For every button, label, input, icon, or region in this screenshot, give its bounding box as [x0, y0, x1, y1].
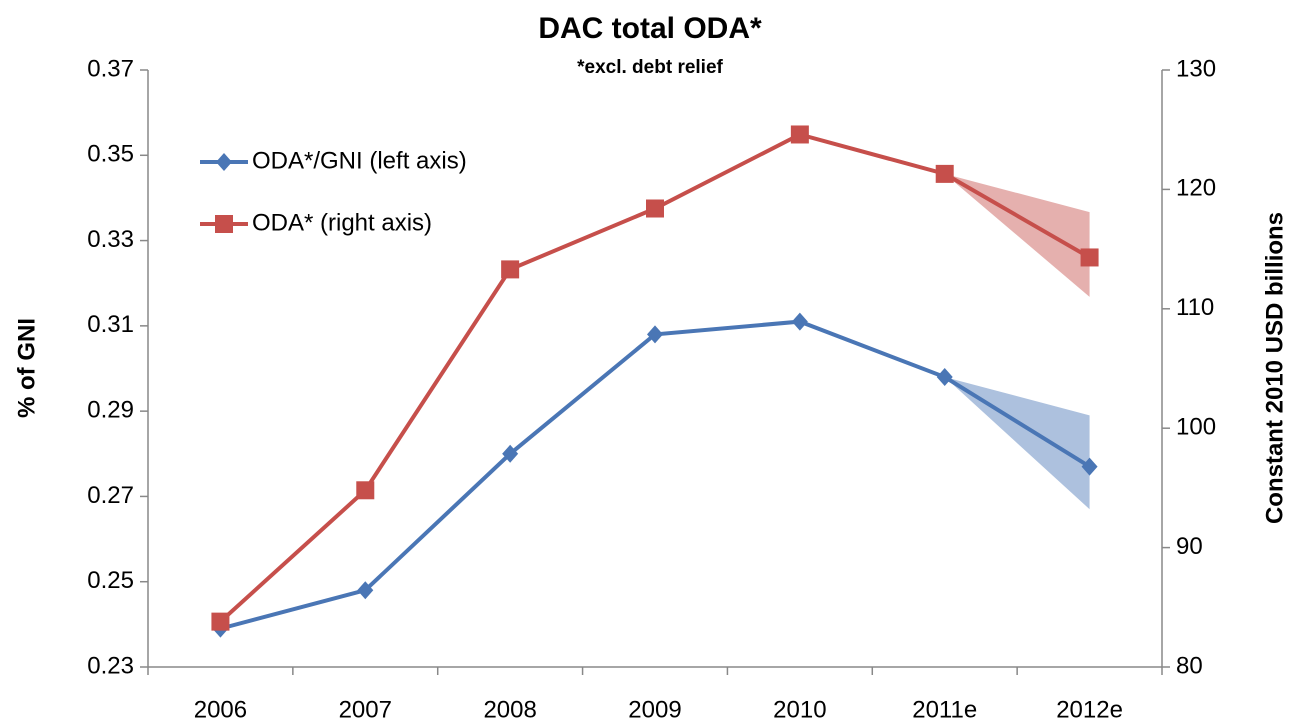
y2-tick-label: 110 — [1176, 294, 1214, 321]
y-tick-label: 0.25 — [87, 567, 134, 594]
x-tick-label: 2009 — [628, 696, 681, 723]
y-tick-label: 0.23 — [87, 652, 134, 679]
data-point — [1080, 248, 1099, 267]
x-tick-label: 2010 — [773, 696, 826, 723]
y-tick-label: 0.37 — [87, 55, 134, 82]
y2-axis-label: Constant 2010 USD billions — [1261, 212, 1288, 524]
data-point — [357, 581, 374, 600]
legend-marker — [216, 153, 232, 171]
data-point — [936, 368, 953, 387]
data-point — [646, 199, 664, 218]
x-tick-label: 2008 — [483, 696, 536, 723]
y-axis-label: % of GNI — [13, 318, 40, 418]
chart-subtitle: *excl. debt relief — [577, 57, 723, 78]
data-point — [791, 312, 808, 331]
x-tick-label: 2007 — [339, 696, 392, 723]
data-point — [1081, 457, 1098, 476]
x-tick-label: 2012e — [1056, 696, 1123, 723]
range-band — [944, 173, 1090, 297]
y2-tick-label: 90 — [1176, 533, 1203, 560]
y-tick-label: 0.35 — [87, 141, 134, 168]
data-point — [647, 325, 663, 344]
x-tick-label: 2011e — [912, 696, 977, 723]
range-band — [944, 377, 1090, 510]
y2-tick-label: 120 — [1176, 175, 1216, 202]
x-tick-label: 2006 — [194, 696, 247, 723]
data-point — [502, 444, 519, 463]
legend-marker — [215, 215, 233, 233]
chart-title: DAC total ODA* — [538, 12, 762, 45]
data-point — [356, 481, 375, 500]
data-point — [935, 164, 954, 183]
data-point — [501, 260, 520, 279]
y-tick-label: 0.31 — [87, 311, 134, 338]
y2-tick-label: 100 — [1176, 414, 1216, 441]
y-tick-label: 0.33 — [87, 226, 134, 253]
data-point — [790, 125, 809, 144]
y-tick-label: 0.27 — [87, 482, 134, 509]
y2-tick-label: 80 — [1176, 652, 1203, 679]
legend-label: ODA*/GNI (left axis) — [252, 147, 467, 174]
data-point — [211, 612, 230, 631]
series-line — [219, 319, 1091, 631]
legend-label: ODA* (right axis) — [252, 209, 432, 236]
y-tick-label: 0.29 — [87, 396, 134, 423]
y2-tick-label: 130 — [1176, 55, 1216, 82]
